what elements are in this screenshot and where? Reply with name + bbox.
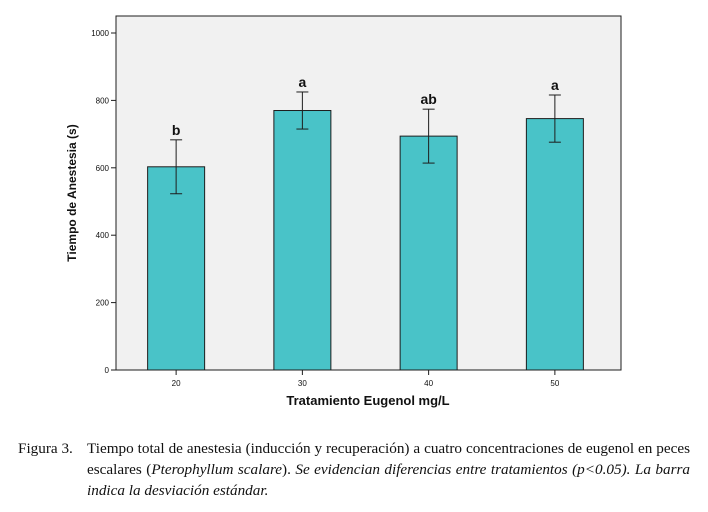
y-tick-label: 1000 [91,29,109,38]
y-tick-label: 800 [96,96,110,105]
bar [399,135,458,371]
y-axis: 0 200 400 600 800 1000 [91,29,116,375]
x-tick-label: 40 [424,379,433,388]
x-axis: 20 30 40 50 [172,370,560,388]
x-tick-label: 30 [298,379,307,388]
figure-caption: Figura 3. Tiempo total de anestesia (ind… [18,438,690,501]
caption-text: Tiempo total de anestesia (inducción y r… [87,440,690,478]
caption-text-after: ). [282,461,296,478]
caption-label: Figura 3. [18,440,73,457]
y-axis-label: Tiempo de Anestesia (s) [65,124,79,261]
x-tick-label: 20 [172,379,181,388]
bar-chart: 0 200 400 600 800 1000 b a ab a 20 30 40 50 Tiempo … [65,15,622,408]
y-tick-label: 0 [105,366,110,375]
caption-text-italic: Se evidencian diferencias entre tratamie… [87,461,690,499]
y-tick-label: 400 [96,231,110,240]
x-axis-label: Tratamiento Eugenol mg/L [286,393,449,408]
bar [147,166,206,371]
significance-letter: a [551,77,559,93]
y-tick-label: 200 [96,299,110,308]
significance-letter: b [172,122,181,138]
significance-letter: a [298,74,306,90]
bar [273,110,332,371]
significance-letter: ab [420,91,436,107]
caption-species: Pterophyllum scalare [151,461,283,478]
caption-body: Tiempo total de anestesia (inducción y r… [87,438,690,501]
bar [525,118,584,371]
x-tick-label: 50 [550,379,559,388]
y-tick-label: 600 [96,164,110,173]
